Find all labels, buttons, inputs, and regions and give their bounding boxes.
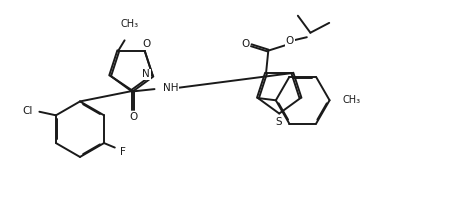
Text: O: O: [241, 39, 249, 49]
Text: NH: NH: [162, 83, 178, 93]
Text: O: O: [285, 36, 294, 46]
Text: O: O: [129, 112, 138, 122]
Text: O: O: [143, 39, 151, 49]
Text: F: F: [120, 147, 126, 157]
Text: CH₃: CH₃: [120, 19, 138, 29]
Text: S: S: [275, 117, 281, 126]
Text: Cl: Cl: [22, 106, 32, 116]
Text: N: N: [142, 69, 150, 79]
Text: CH₃: CH₃: [342, 95, 360, 105]
